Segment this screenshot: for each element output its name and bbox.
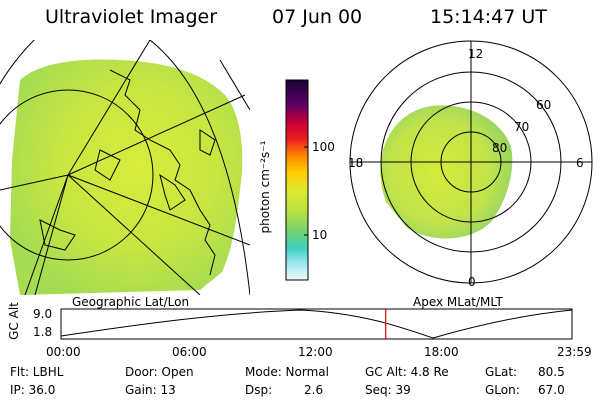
mlat-80-label: 80: [492, 141, 508, 155]
mlat-70-label: 70: [514, 120, 530, 134]
altitude-ytick-bottom: 1.8: [33, 325, 53, 339]
altitude-plot: [60, 308, 573, 340]
mlt-18-label: 18: [348, 156, 364, 170]
altitude-ylabel: GC Alt: [7, 302, 21, 340]
gain-info: Gain: 13: [125, 383, 176, 397]
dsp-label: Dsp:: [245, 383, 273, 397]
glon-label: GLon:: [485, 383, 520, 397]
dsp-value: 2.6: [304, 383, 324, 397]
altitude-ytick-top: 9.0: [33, 307, 53, 321]
colorbar: [285, 79, 309, 281]
geographic-label: Geographic Lat/Lon: [72, 295, 190, 309]
mlat-60-label: 60: [536, 98, 552, 112]
colorbar-unit-label: photon cm⁻²s⁻¹: [258, 140, 272, 234]
door-info: Door: Open: [125, 365, 194, 379]
geographic-image: [0, 40, 250, 295]
xtick-1800: 18:00: [424, 345, 459, 359]
time-label: 15:14:47 UT: [430, 6, 547, 28]
colorbar-tick-100: 100: [312, 140, 335, 154]
xtick-0600: 06:00: [172, 345, 207, 359]
apex-label: Apex MLat/MLT: [413, 295, 503, 309]
mode-info: Mode: Normal: [245, 365, 329, 379]
xtick-0000: 00:00: [46, 345, 81, 359]
ip-info: IP: 36.0: [10, 383, 56, 397]
glon-value: 67.0: [538, 383, 565, 397]
mlt-12-label: 12: [468, 47, 484, 61]
colorbar-tick-10: 10: [312, 228, 328, 242]
date-label: 07 Jun 00: [272, 6, 363, 28]
filter-info: Flt: LBHL: [10, 365, 64, 379]
xtick-1200: 12:00: [298, 345, 333, 359]
glat-value: 80.5: [538, 365, 565, 379]
seq-info: Seq: 39: [365, 383, 411, 397]
mlt-6-label: 6: [576, 156, 584, 170]
gc-alt-info: GC Alt: 4.8 Re: [365, 365, 449, 379]
glat-label: GLat:: [485, 365, 518, 379]
polar-plot: [349, 40, 593, 284]
xtick-2359: 23:59: [557, 345, 592, 359]
app-title: Ultraviolet Imager: [45, 6, 218, 28]
mlt-0-label: 0: [468, 275, 476, 289]
